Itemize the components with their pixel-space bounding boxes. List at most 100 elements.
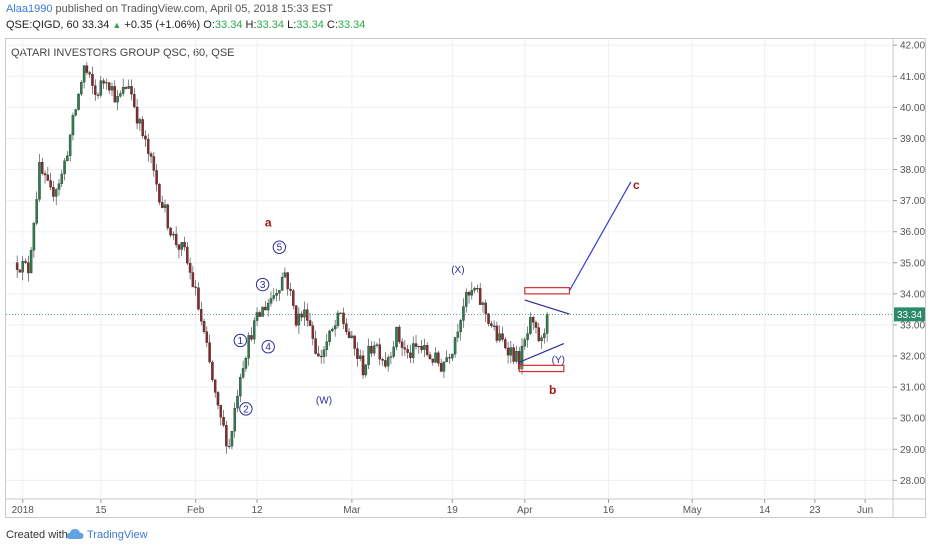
candle-body	[197, 287, 200, 310]
cloud-icon	[66, 529, 84, 539]
candle-body	[113, 86, 117, 103]
candle-body	[381, 359, 384, 361]
tradingview-brand[interactable]: TradingView	[87, 529, 148, 541]
candle-body	[191, 272, 195, 288]
candle-body	[417, 346, 421, 348]
candle-body	[406, 349, 409, 353]
candle-body	[130, 86, 133, 95]
wave-label: 3	[260, 280, 266, 291]
candle-body	[384, 360, 387, 367]
candle-body	[487, 313, 490, 324]
candle-body	[492, 325, 496, 327]
candle-body	[317, 353, 320, 357]
y-tick-label: 28.00	[900, 476, 925, 487]
candle-body	[476, 288, 479, 290]
candle-body	[389, 356, 393, 358]
candle-body	[66, 155, 69, 162]
candle-body	[409, 352, 412, 358]
candle-body	[41, 162, 44, 174]
candle-body	[319, 355, 323, 358]
candle-body	[230, 431, 234, 447]
close-label: C:	[326, 19, 338, 31]
candle-body	[305, 309, 309, 321]
candle-body	[266, 303, 270, 311]
candle-body	[236, 395, 239, 409]
candle-body	[138, 119, 142, 124]
candle-body	[57, 183, 61, 190]
candle-body	[60, 173, 64, 184]
candle-body	[425, 345, 429, 355]
candle-body	[529, 317, 532, 334]
wave-label: c	[633, 178, 640, 192]
candle-body	[358, 355, 362, 359]
chart-title: QATARI INVESTORS GROUP QSC, 60, QSE	[11, 47, 235, 59]
candle-body	[158, 184, 161, 203]
y-tick-label: 39.00	[900, 134, 925, 145]
candle-body	[105, 82, 108, 84]
y-tick-label: 29.00	[900, 445, 925, 456]
candle-body	[252, 320, 256, 340]
y-tick-label: 30.00	[900, 414, 925, 425]
candle-body	[308, 320, 312, 326]
candle-body	[286, 272, 289, 290]
candle-body	[68, 134, 72, 156]
candle-body	[453, 337, 457, 355]
candle-body	[342, 312, 345, 324]
wave-label: 1	[238, 336, 244, 347]
candle-body	[400, 341, 404, 348]
wave-label: (Y)	[552, 355, 565, 366]
candle-body	[448, 357, 451, 359]
candle-body	[250, 335, 253, 340]
candle-body	[504, 339, 507, 349]
x-tick-label: 14	[759, 505, 771, 516]
candle-body	[280, 277, 284, 291]
candle-body	[74, 109, 77, 116]
candle-body	[63, 160, 66, 175]
wave-label: (X)	[451, 265, 464, 276]
price-chart[interactable]: QATARI INVESTORS GROUP QSC, 60, QSE 1 23 4…	[5, 38, 926, 518]
author-link[interactable]: Alaa1990	[6, 3, 53, 15]
candle-body	[484, 302, 488, 314]
up-arrow-icon: ▲	[112, 20, 122, 30]
candle-body	[247, 335, 250, 359]
candle-body	[183, 242, 186, 248]
wave-circle	[233, 333, 248, 348]
candle-body	[35, 199, 38, 224]
candle-body	[531, 317, 535, 323]
candle-body	[133, 94, 136, 108]
high-value: 33.34	[256, 19, 285, 31]
y-tick-label: 33.00	[900, 320, 925, 331]
candle-body	[395, 326, 398, 348]
y-tick-label: 38.00	[900, 165, 925, 176]
candle-body	[124, 87, 128, 89]
candle-body	[194, 286, 197, 288]
wave-label: 5	[277, 243, 283, 254]
candle-body	[534, 322, 538, 328]
price-value: 33.34	[81, 19, 110, 31]
publish-info: Alaa1990 published on TradingView.com, A…	[6, 3, 333, 15]
x-tick-label: Mar	[343, 505, 361, 516]
wave-circle	[272, 240, 287, 254]
x-tick-label: Feb	[187, 505, 205, 516]
candle-body	[356, 348, 359, 359]
candle-body	[331, 328, 334, 332]
candle-body	[375, 344, 379, 346]
x-tick-label: 19	[447, 505, 459, 516]
candle-body	[311, 325, 315, 339]
candle-body	[141, 119, 144, 137]
candle-body	[32, 223, 36, 251]
wave-label: a	[265, 215, 272, 229]
candle-body	[49, 180, 52, 188]
symbol-label: QSE:QIGD, 60	[6, 19, 79, 31]
candle-body	[261, 306, 264, 317]
candle-body	[149, 153, 153, 157]
x-axis: 2018 15 Feb 12 Mar 19 Apr 16 May 14 23 Jun	[12, 499, 873, 516]
candle-body	[403, 347, 407, 350]
y-tick-label: 42.00	[900, 41, 925, 52]
candle-body	[451, 353, 454, 359]
x-tick-label: 23	[809, 505, 821, 516]
candle-body	[353, 335, 356, 349]
candle-body	[297, 313, 301, 326]
candle-body	[462, 306, 465, 321]
